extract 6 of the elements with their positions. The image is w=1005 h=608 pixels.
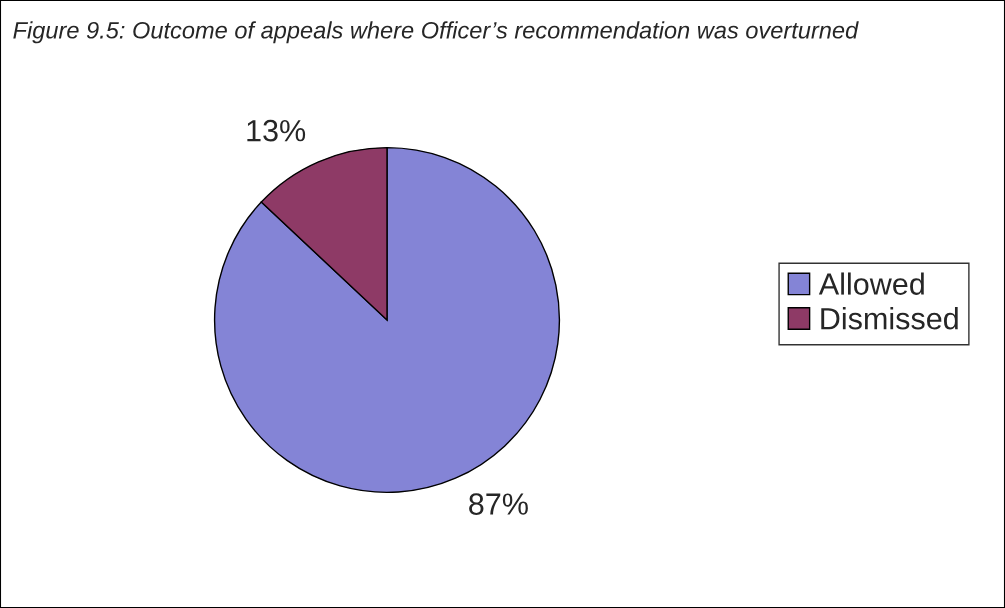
pie-slice <box>213 146 561 494</box>
legend-label: Dismissed <box>821 307 958 330</box>
chart-title: Figure 9.5: Outcome of appeals where Officer’s recommendation was overturned <box>13 21 859 44</box>
data-label: 13% <box>247 119 306 142</box>
data-label: 87% <box>469 493 528 515</box>
legend-label: Allowed <box>818 272 924 295</box>
